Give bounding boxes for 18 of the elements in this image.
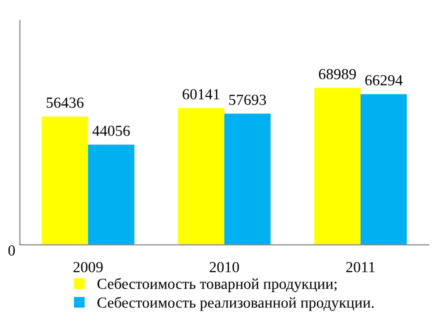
bar bbox=[88, 144, 134, 245]
bar bbox=[224, 114, 271, 245]
bar bbox=[178, 108, 224, 245]
data-label: 44056 bbox=[92, 126, 130, 136]
data-label: 68989 bbox=[318, 68, 356, 80]
data-label: 66294 bbox=[365, 75, 403, 86]
bar bbox=[314, 88, 361, 245]
x-tick-label: 2010 bbox=[210, 262, 239, 272]
data-label: 56436 bbox=[46, 98, 84, 108]
x-tick-label: 2011 bbox=[346, 262, 375, 272]
x-tick-label: 2009 bbox=[73, 262, 103, 272]
bar bbox=[360, 94, 407, 245]
data-label: 57693 bbox=[229, 94, 266, 105]
text: 0 bbox=[8, 245, 15, 256]
data-label: 60141 bbox=[182, 89, 220, 100]
legend-label: Себестоимость реализованной продукции. bbox=[98, 296, 374, 311]
legend-label: Себестоимость товарной продукции; bbox=[98, 278, 337, 292]
bar bbox=[42, 116, 88, 245]
